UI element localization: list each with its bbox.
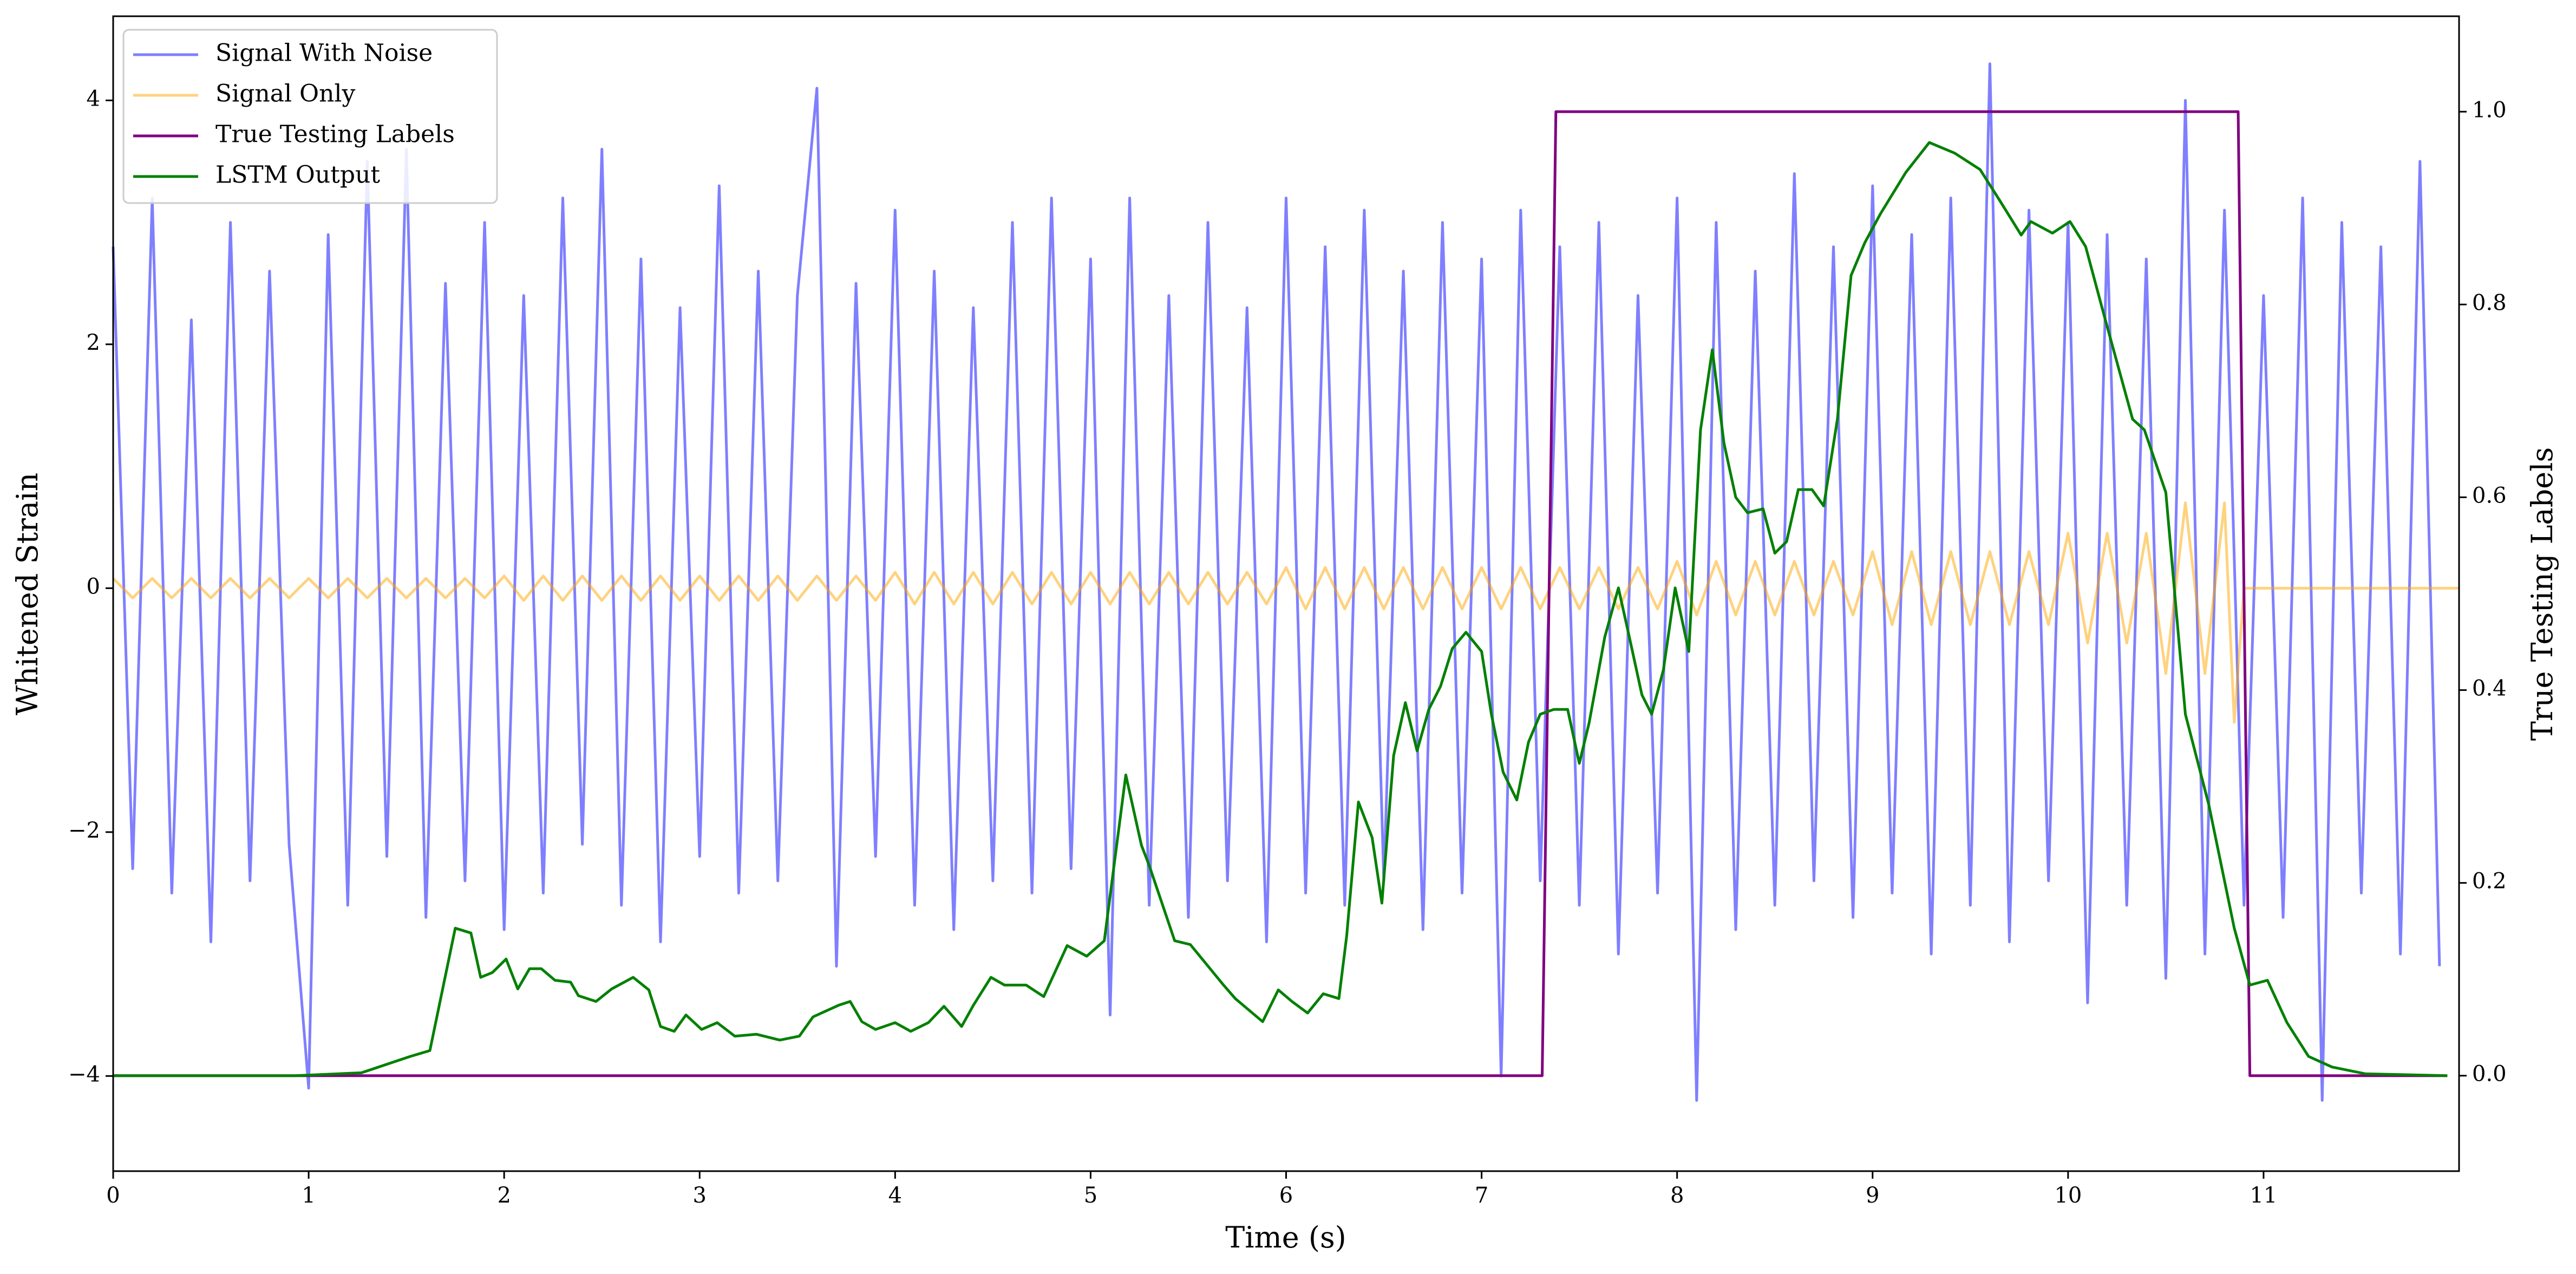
series-line	[113, 141, 2448, 1077]
y2-axis-label: True Testing Labels	[2525, 447, 2559, 741]
x-tick-label: 3	[693, 1183, 707, 1208]
x-tick-label: 2	[497, 1183, 511, 1208]
x-tick-label: 4	[888, 1183, 902, 1208]
y-tick-label: 4	[87, 86, 100, 111]
y2-tick-label: 0.0	[2472, 1062, 2507, 1087]
legend: Signal With Noise Signal Only True Testing…	[122, 29, 498, 204]
x-tick-label: 5	[1084, 1183, 1097, 1208]
y2-tick-label: 0.2	[2472, 869, 2507, 894]
legend-label: Signal Only	[215, 80, 355, 108]
y-tick-label: −4	[68, 1062, 100, 1087]
x-tick-label: 6	[1279, 1183, 1293, 1208]
y-tick-label: 2	[87, 330, 100, 355]
x-tick-label: 10	[2054, 1183, 2082, 1208]
y2-tick-label: 0.6	[2472, 483, 2507, 508]
x-tick-label: 8	[1670, 1183, 1684, 1208]
y2-tick-label: 1.0	[2472, 97, 2507, 122]
x-tick-label: 9	[1866, 1183, 1879, 1208]
legend-label: Signal With Noise	[215, 40, 433, 67]
legend-label: True Testing Labels	[215, 121, 455, 148]
y-tick-label: 0	[87, 574, 100, 599]
y-tick-label: −2	[68, 818, 100, 843]
series-line	[112, 501, 2459, 724]
series-line	[113, 110, 2448, 1077]
series-line	[112, 62, 2441, 1102]
y2-tick-label: 0.8	[2472, 290, 2507, 315]
legend-box	[122, 29, 498, 204]
y-axis-label: Whitened Strain	[10, 473, 44, 715]
x-axis-label: Time (s)	[1225, 1220, 1346, 1255]
plot-area	[112, 62, 2459, 1102]
x-tick-label: 11	[2250, 1183, 2277, 1208]
x-tick-label: 1	[302, 1183, 315, 1208]
legend-label: LSTM Output	[215, 161, 380, 189]
y2-tick-label: 0.4	[2472, 676, 2507, 701]
x-tick-label: 0	[106, 1183, 120, 1208]
x-tick-label: 7	[1475, 1183, 1488, 1208]
